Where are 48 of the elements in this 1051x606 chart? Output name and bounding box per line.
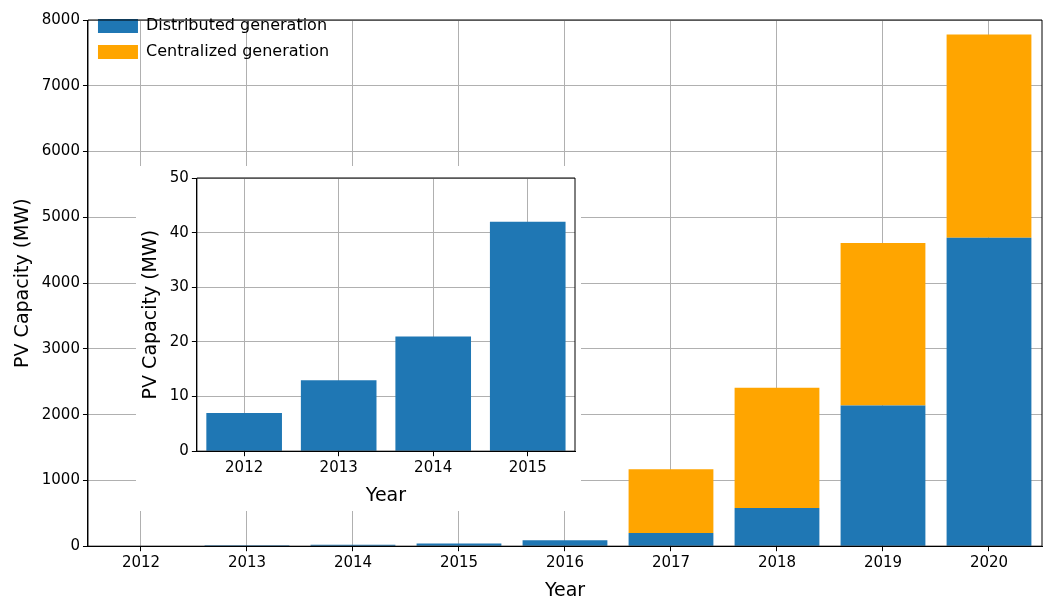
y-tick-label: 0 (179, 441, 189, 460)
y-tick-label: 10 (169, 386, 189, 405)
bar (840, 405, 926, 546)
x-tick-label: 2014 (333, 553, 373, 572)
bar (206, 412, 282, 451)
x-tick-label: 2012 (225, 458, 264, 477)
legend-label: Distributed generation (145, 15, 328, 35)
y-tick-label: 6000 (41, 141, 80, 160)
bar (300, 380, 377, 451)
x-tick-label: 2016 (545, 553, 585, 572)
x-tick-label: 2013 (319, 458, 358, 477)
x-tick-label: 2012 (121, 553, 161, 572)
x-tick-label: 2014 (414, 458, 453, 477)
bar (395, 336, 472, 451)
y-tick-label: 20 (169, 331, 189, 350)
bar (522, 540, 608, 546)
bar (946, 34, 1032, 238)
x-tick-label: 2015 (508, 458, 547, 477)
legend-label: Centralized generation (145, 41, 330, 61)
y-tick-label: 4000 (41, 272, 80, 291)
bar (840, 242, 926, 406)
x-axis-title: Year (543, 577, 586, 600)
bar (946, 237, 1032, 546)
x-tick-label: 2019 (863, 553, 903, 572)
y-tick-label: 40 (169, 222, 189, 241)
y-tick-label: 1000 (41, 470, 80, 489)
x-tick-label: 2017 (651, 553, 691, 572)
y-tick-label: 8000 (41, 9, 80, 28)
bar (734, 508, 820, 546)
bar (489, 221, 566, 451)
y-tick-label: 7000 (41, 75, 80, 94)
x-axis-title: Year (364, 482, 407, 505)
x-tick-label: 2013 (227, 553, 267, 572)
bar (628, 533, 714, 546)
y-tick-label: 30 (169, 277, 189, 296)
x-tick-label: 2020 (969, 553, 1009, 572)
bar (734, 387, 820, 509)
bar (416, 543, 502, 546)
y-tick-label: 50 (169, 167, 189, 186)
y-tick-label: 2000 (41, 404, 80, 423)
bar (628, 469, 714, 534)
y-tick-label: 3000 (41, 338, 80, 357)
y-axis-title: PV Capacity (MW) (138, 229, 161, 400)
x-tick-label: 2018 (757, 553, 797, 572)
y-tick-label: 5000 (41, 207, 80, 226)
y-tick-label: 0 (70, 536, 80, 555)
x-tick-label: 2015 (439, 553, 479, 572)
y-axis-title: PV Capacity (MW) (10, 198, 33, 368)
